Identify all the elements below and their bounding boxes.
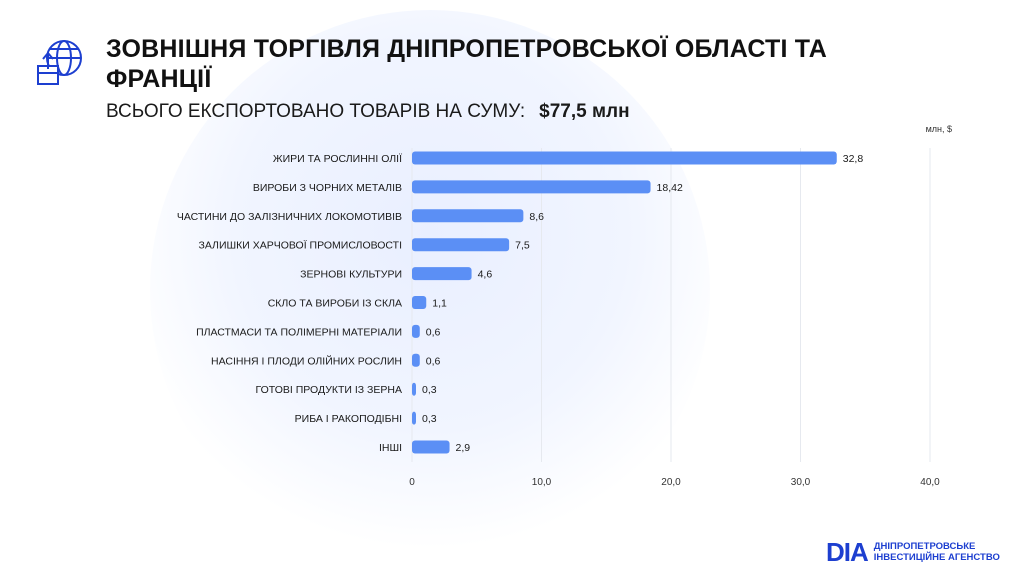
data-label: 0,3	[422, 413, 437, 425]
unit-label: млн, $	[926, 124, 952, 134]
x-tick-label: 40,0	[920, 477, 940, 488]
x-tick-label: 30,0	[791, 477, 811, 488]
bar	[412, 267, 472, 281]
bar	[412, 296, 427, 309]
category-label: ГОТОВІ ПРОДУКТИ ІЗ ЗЕРНА	[256, 384, 402, 396]
x-tick-label: 0	[409, 477, 415, 488]
category-label: ЗЕРНОВІ КУЛЬТУРИ	[300, 269, 402, 281]
dia-logo: DIA ДНІПРОПЕТРОВСЬКЕ ІНВЕСТИЦІЙНЕ АГЕНСТ…	[826, 538, 1000, 566]
bar	[412, 180, 651, 194]
data-label: 4,6	[478, 269, 493, 281]
bar	[412, 209, 524, 223]
export-total: ВСЬОГО ЕКСПОРТОВАНО ТОВАРІВ НА СУМУ: $77,…	[106, 100, 630, 124]
brand-text: ДНІПРОПЕТРОВСЬКЕ ІНВЕСТИЦІЙНЕ АГЕНСТВО	[874, 541, 1000, 563]
brand-line-2: ІНВЕСТИЦІЙНЕ АГЕНСТВО	[873, 552, 1000, 563]
bar	[412, 151, 837, 165]
brand-line-1: ДНІПРОПЕТРОВСЬКЕ	[873, 541, 976, 552]
category-label: ЗАЛИШКИ ХАРЧОВОЇ ПРОМИСЛОВОСТІ	[198, 240, 402, 252]
data-label: 2,9	[456, 442, 471, 454]
category-label: ЖИРИ ТА РОСЛИННІ ОЛІЇ	[273, 153, 402, 165]
bar	[412, 324, 420, 338]
bar	[412, 440, 450, 454]
bar	[412, 238, 510, 252]
globe-export-box-icon	[37, 40, 82, 85]
category-label: РИБА І РАКОПОДІБНІ	[295, 413, 402, 425]
category-label: НАСІННЯ І ПЛОДИ ОЛІЙНИХ РОСЛИН	[211, 354, 402, 367]
brand-mark: DIA	[826, 537, 869, 567]
data-label: 0,6	[426, 326, 441, 338]
bar	[412, 411, 416, 425]
data-label: 1,1	[432, 298, 447, 310]
category-label: ПЛАСТМАСИ ТА ПОЛІМЕРНІ МАТЕРІАЛИ	[196, 326, 402, 338]
category-label: ЧАСТИНИ ДО ЗАЛІЗНИЧНИХ ЛОКОМОТИВІВ	[177, 211, 402, 223]
data-label: 8,6	[529, 211, 544, 223]
data-label: 0,3	[422, 384, 437, 396]
x-tick-label: 10,0	[532, 477, 552, 488]
export-total-label: ВСЬОГО ЕКСПОРТОВАНО ТОВАРІВ НА СУМУ:	[106, 101, 526, 122]
bar	[412, 353, 420, 367]
category-label: ВИРОБИ З ЧОРНИХ МЕТАЛІВ	[253, 182, 402, 194]
page-title: ЗОВНІШНЯ ТОРГІВЛЯ ДНІПРОПЕТРОВСЬКОЇ ОБЛА…	[106, 35, 827, 93]
x-tick-label: 20,0	[661, 477, 681, 488]
bar	[412, 382, 416, 396]
background-decoration	[150, 10, 710, 570]
data-label: 18,42	[657, 182, 683, 194]
data-label: 0,6	[426, 355, 441, 367]
export-total-amount: $77,5 млн	[539, 101, 630, 122]
data-label: 7,5	[515, 240, 530, 252]
category-label: СКЛО ТА ВИРОБИ ІЗ СКЛА	[268, 298, 402, 310]
data-label: 32,8	[843, 153, 864, 165]
category-label: ІНШІ	[379, 442, 402, 454]
